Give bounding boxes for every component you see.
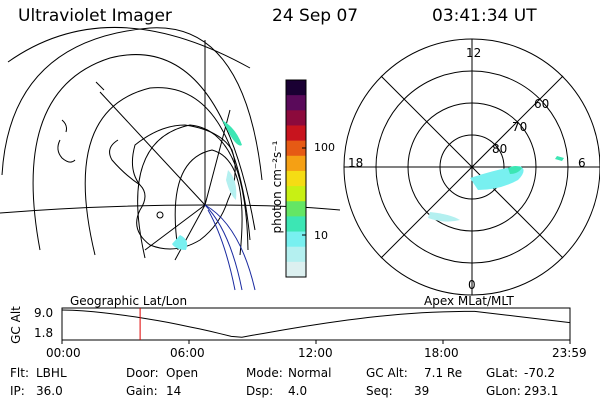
mlt-label-18: 18 [348, 156, 364, 170]
xtick-0000: 00:00 [46, 346, 81, 360]
mlt-label-12: 12 [466, 46, 482, 60]
colorbar-segment [286, 186, 306, 202]
date-label: 24 Sep 07 [272, 6, 359, 26]
info-label: Seq: [366, 384, 393, 398]
colorbar-segment [286, 170, 306, 187]
aurora-emission-left [172, 120, 242, 250]
lat-label-80: 80 [492, 142, 508, 156]
colorbar-segment [286, 110, 306, 126]
xtick-2359: 23:59 [552, 346, 587, 360]
info-label: Dsp: [246, 384, 274, 398]
info-value: 36.0 [36, 384, 63, 398]
time-label: 03:41:34 UT [432, 6, 537, 26]
info-label: GLon: [486, 384, 521, 398]
info-label: Door: [126, 366, 159, 380]
altitude-plot [61, 307, 571, 344]
info-value: Normal [288, 366, 332, 380]
info-value: LBHL [36, 366, 67, 380]
mlt-label-6: 6 [578, 156, 586, 170]
colorbar-segment [286, 261, 306, 278]
colorbar-segment [286, 80, 306, 96]
info-value: Open [166, 366, 199, 380]
info-label: GLat: [486, 366, 519, 380]
left-map-name: Geographic Lat/Lon [70, 294, 188, 308]
info-value: 4.0 [288, 384, 308, 398]
info-value: -70.2 [524, 366, 556, 380]
xtick-1200: 12:00 [298, 346, 333, 360]
polar-plot [343, 38, 600, 296]
info-label: Flt: [10, 366, 29, 380]
info-value: 293.1 [524, 384, 559, 398]
info-value: 7.1 Re [424, 366, 463, 380]
colorbar-segment [286, 216, 306, 233]
info-label: IP: [10, 384, 25, 398]
colorbar-segment [286, 231, 306, 248]
info-label: Gain: [126, 384, 158, 398]
colorbar-unit-label: photon cm⁻²s⁻¹ [270, 140, 284, 234]
info-label: Mode: [246, 366, 283, 380]
altitude-ylabel: GC Alt [9, 306, 23, 344]
instrument-title: Ultraviolet Imager [18, 6, 172, 26]
colorbar-segment [286, 140, 306, 157]
colorbar-tick-100: 100 [314, 141, 335, 154]
aurora-emission-right [428, 156, 564, 222]
info-value: 14 [166, 384, 182, 398]
info-label: GC Alt: [366, 366, 408, 380]
xtick-0600: 06:00 [170, 346, 205, 360]
geographic-map [0, 26, 341, 261]
colorbar-segment [286, 125, 306, 142]
colorbar-segment [286, 201, 306, 217]
right-map-name: Apex MLat/MLT [424, 294, 514, 308]
colorbar-tick-10: 10 [314, 229, 328, 242]
lat-label-70: 70 [512, 120, 528, 134]
altitude-ytick-bottom: 1.8 [34, 326, 54, 340]
altitude-ytick-top: 9.0 [34, 306, 54, 320]
colorbar-segment [286, 246, 306, 263]
info-value: 39 [414, 384, 430, 398]
mlt-label-0: 0 [468, 278, 476, 292]
altitude-curve [61, 309, 571, 338]
colorbar-segment [286, 155, 306, 172]
colorbar [285, 79, 307, 278]
colorbar-frame [285, 79, 307, 278]
field-lines [204, 204, 256, 291]
lat-label-60: 60 [534, 97, 550, 111]
colorbar-segment [286, 95, 306, 111]
xtick-1800: 18:00 [424, 346, 459, 360]
